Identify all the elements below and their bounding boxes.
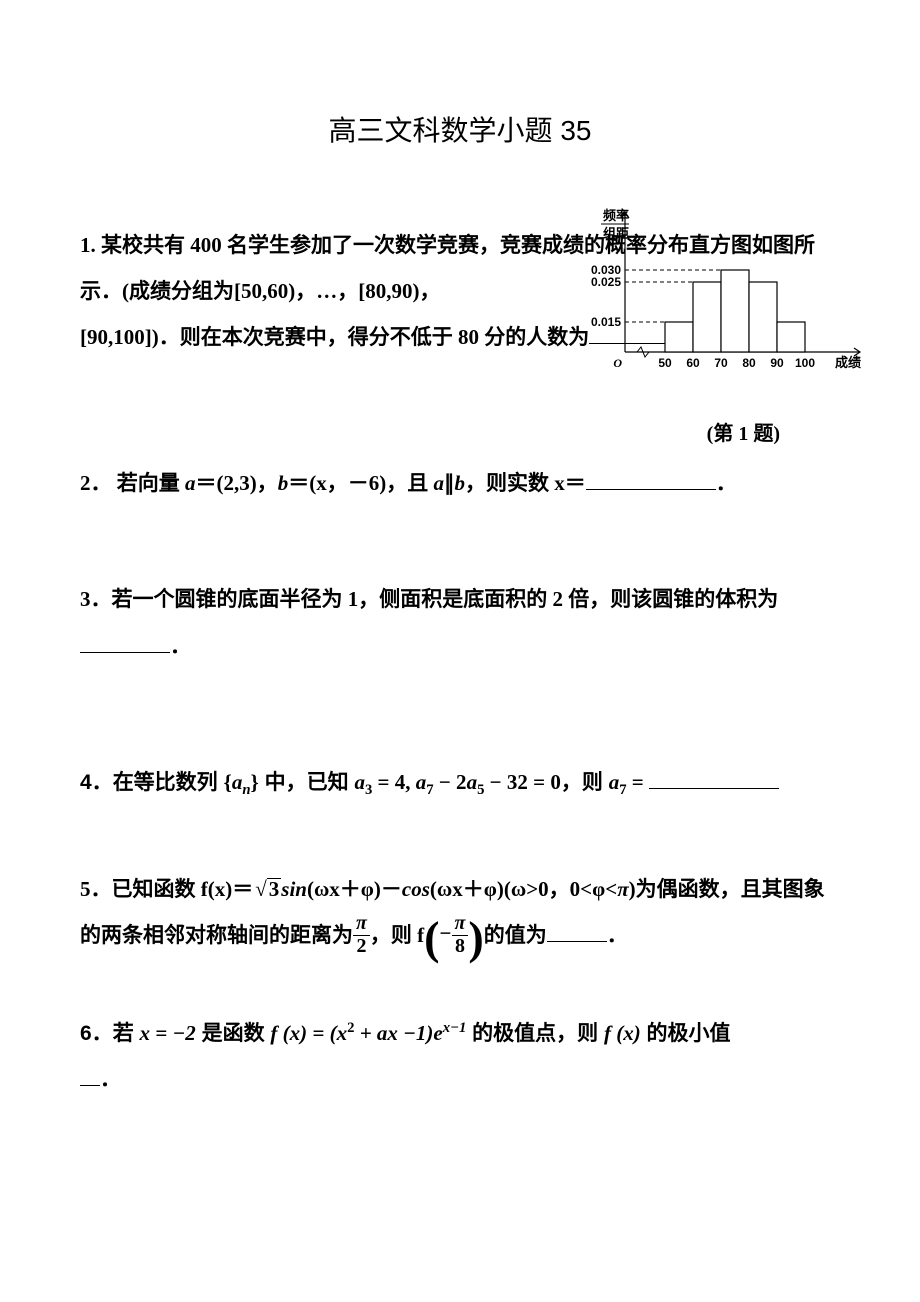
title-num: 35 [560,115,591,146]
pi: π [617,877,628,901]
p1-t2: [90,100])．则在本次竞赛中，得分不低于 80 分的人数为 [80,325,589,349]
sqrt3: √3 [253,866,281,912]
rparen: ) [468,913,483,964]
fx: f (x) = (x [270,1021,347,1045]
eq2: = [627,770,649,794]
svg-text:0.030: 0.030 [591,263,621,277]
problem-3: 3．若一个圆锥的底面半径为 1，侧面积是底面积的 2 倍，则该圆锥的体积为 ． [80,576,840,668]
eq-e: − 32 = 0 [484,770,560,794]
p4-t1: 在等比数列 [113,771,224,794]
svg-text:成绩: 成绩 [835,355,861,370]
p6-t3: 的极值点，则 [466,1022,604,1045]
svg-text:90: 90 [770,356,784,370]
vec-b2: b [455,471,466,495]
a3: a [354,770,365,794]
sin: sin [281,877,307,901]
svg-text:0.015: 0.015 [591,315,621,329]
p6-t4: 的极小值 [641,1022,731,1045]
a5: a [467,770,478,794]
p5-t4: 的值为 [484,923,547,947]
frac-pi8: π8 [452,913,469,958]
p4-num: 4． [80,771,113,794]
p2-t2: ＝(2,3)， [196,471,278,495]
p6-t5: ． [100,1068,121,1091]
p2-t5: ，则实数 x＝ [465,471,586,495]
histogram-figure: 频率组距O0.0150.0250.0305060708090100成绩 [570,202,870,382]
p5-t2b: (ωx＋φ)(ω>0，0<φ< [430,877,617,901]
svg-text:0.025: 0.025 [591,275,621,289]
p5-t1: 已知函数 f(x)＝ [112,877,254,901]
p3-t1: 若一个圆锥的底面半径为 1，侧面积是底面积的 2 倍，则该圆锥的体积为 [112,587,779,611]
problem-6: 6．若 x = −2 是函数 f (x) = (x2 + ax −1)ex−1 … [80,1010,840,1103]
p6-t2: 是函数 [196,1022,271,1045]
vec-b: b [278,471,289,495]
xeq: x = −2 [140,1021,196,1045]
blank [80,1064,100,1086]
lparen: ( [424,913,439,964]
eq-t: = 4, [372,770,415,794]
p3-num: 3． [80,587,112,611]
p2-num: 2． [80,471,112,495]
fx3: f (x) [604,1021,641,1045]
blank [80,631,170,653]
a7b: a [609,770,620,794]
p6-num: 6． [80,1022,113,1045]
problem-4: 4．在等比数列 {an} 中，已知 a3 = 4, a7 − 2a5 − 32 … [80,759,840,807]
vec-a2: a [434,471,445,495]
p2-t1: 若向量 [117,471,185,495]
p3-t2: ． [170,634,191,658]
p5-t3: ，则 f [370,923,424,947]
p5-t2a: (ωx＋φ)－ [307,877,402,901]
vec-a: a [185,471,196,495]
svg-text:70: 70 [714,356,728,370]
title-cn: 高三文科数学小题 [329,115,561,146]
cos: cos [402,877,430,901]
svg-text:100: 100 [795,356,815,370]
p4-t2: 中，已知 [259,771,355,794]
p4-t3: ，则 [561,771,609,794]
fx2: + ax −1)e [354,1021,442,1045]
problem-5: 5．已知函数 f(x)＝√3sin(ωx＋φ)－cos(ωx＋φ)(ω>0，0<… [80,866,840,960]
a7bs: 7 [619,782,626,798]
svg-text:O: O [613,356,622,370]
parallel: ∥ [444,471,455,495]
a7s: 7 [426,782,433,798]
p2-t3: ＝(x，－6)，且 [288,471,433,495]
exp: x−1 [443,1020,467,1036]
blank [586,468,716,490]
frac-pi2: π2 [353,913,370,958]
figure-caption: (第 1 题) [707,412,780,456]
page-title: 高三文科数学小题 35 [80,100,840,162]
problem-2: 2． 若向量 a＝(2,3)，b＝(x，－6)，且 a∥b，则实数 x＝． [80,460,840,506]
eq-m: − 2 [434,770,467,794]
p1-num: 1. [80,233,96,257]
svg-text:60: 60 [686,356,700,370]
p5-num: 5． [80,877,112,901]
svg-text:80: 80 [742,356,756,370]
svg-text:50: 50 [658,356,672,370]
p6-t1: 若 [113,1022,140,1045]
p2-t6: ． [716,471,737,495]
p5-t5: ． [607,923,628,947]
blank [649,767,779,789]
blank [547,920,607,942]
problem-1: 频率组距O0.0150.0250.0305060708090100成绩 1. 某… [80,222,840,361]
a7: a [416,770,427,794]
